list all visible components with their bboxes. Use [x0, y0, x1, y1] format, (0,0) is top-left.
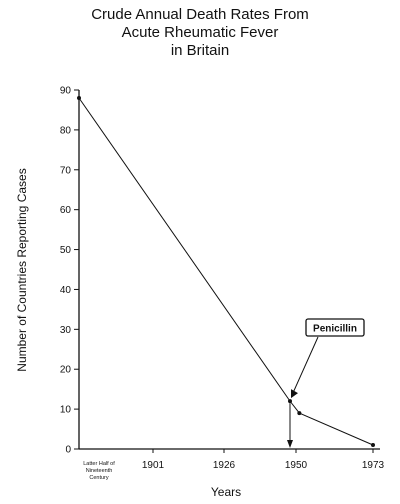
y-tick-label: 80 [60, 125, 72, 136]
annotation-box [305, 318, 365, 337]
y-tick-label: 90 [60, 86, 72, 97]
chart-title-line-1: Crude Annual Death Rates From [91, 6, 309, 23]
y-tick-label: 70 [60, 165, 72, 176]
x-tick-label: 1950 [285, 460, 308, 471]
x-tick-label: Nineteenth [86, 468, 113, 474]
x-tick-label: Latter Half of [83, 461, 115, 467]
annotation-arrow [291, 336, 319, 396]
y-tick-label: 10 [60, 405, 72, 416]
data-point [297, 411, 302, 416]
chart-title-line-3: in Britain [170, 42, 230, 59]
chart-axes [78, 90, 380, 450]
y-tick-label: 50 [60, 245, 72, 256]
annotation-label: Penicillin [313, 324, 357, 335]
x-tick-label: 1901 [142, 460, 165, 471]
series-line [78, 97, 374, 446]
y-tick-label: 60 [60, 205, 72, 216]
data-point [77, 95, 81, 100]
y-axis-ticks: 0 10 20 30 40 50 60 70 80 90 [60, 86, 79, 456]
y-tick-label: 30 [60, 325, 72, 336]
y-tick-label: 40 [60, 285, 72, 296]
y-tick-label: 20 [60, 365, 72, 376]
y-tick-label: 0 [65, 445, 71, 456]
data-point [288, 399, 292, 404]
annotation-arrowhead [291, 389, 298, 399]
drop-arrowhead [287, 440, 293, 448]
chart-title-line-2: Acute Rheumatic Fever [121, 24, 279, 41]
data-series [77, 95, 375, 448]
x-tick-label: Century [89, 475, 109, 481]
chart-title: Crude Annual Death Rates From Acute Rheu… [0, 6, 400, 60]
x-tick-label: 1926 [213, 460, 236, 471]
data-point [371, 443, 375, 448]
x-axis-title: Years [211, 485, 241, 499]
y-axis-title: Number of Countries Reporting Cases [15, 168, 29, 371]
annotations: Penicillin [287, 318, 365, 448]
x-tick-label: 1973 [362, 460, 385, 471]
